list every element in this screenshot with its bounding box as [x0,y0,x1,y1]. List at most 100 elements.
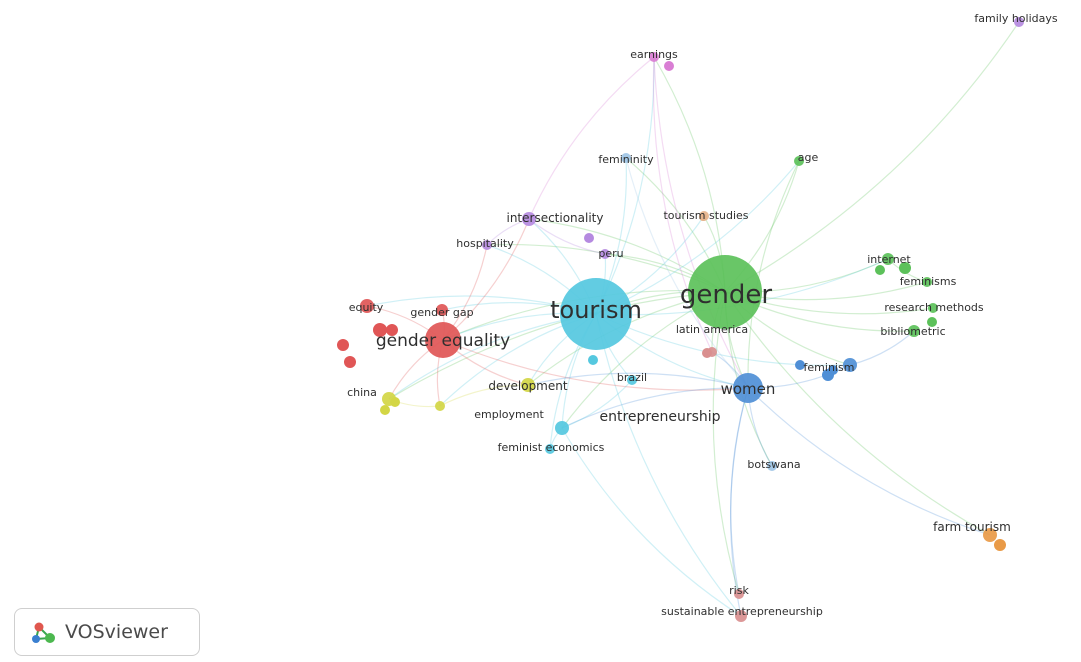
node-peru[interactable] [600,249,610,259]
node-botswana[interactable] [767,461,777,471]
link-earnings-women [653,56,749,389]
label-hospitality[interactable]: hospitality [456,237,514,250]
node-bibliometric[interactable] [908,325,920,337]
label-bibliometric[interactable]: bibliometric [880,325,945,338]
label-feminisms[interactable]: feminisms [900,275,957,288]
label-tourism[interactable]: tourism [550,296,642,324]
label-age[interactable]: age [798,151,819,164]
satellite-node-1[interactable] [337,339,349,351]
link-women-entrepreneurship [561,387,749,429]
link-women-risk [730,387,749,595]
satellite-node-11[interactable] [828,365,838,375]
node-earnings[interactable] [649,52,659,62]
node-tourism[interactable] [560,278,632,350]
label-tourism-studies[interactable]: tourism studies [663,209,748,222]
link-gender-farm_tourism [724,291,991,536]
link-development-employment [439,384,529,407]
link-earnings-intersectionality [528,56,655,220]
node-employment[interactable] [435,401,445,411]
link-femininity-women [625,157,749,389]
link-gender-risk [712,291,740,595]
node-gender-equality[interactable] [425,322,461,358]
node-latin-america[interactable] [707,347,717,357]
satellite-node-8[interactable] [927,317,937,327]
label-employment[interactable]: employment [474,408,544,421]
vosviewer-logo-text: VOSviewer [65,621,168,643]
vosviewer-logo: VOSviewer [14,608,200,656]
satellite-node-4[interactable] [380,405,390,415]
label-botswana[interactable]: botswana [747,458,800,471]
link-women-development [527,372,749,389]
node-china[interactable] [382,392,396,406]
label-family-holidays[interactable]: family holidays [974,12,1057,25]
link-women-sustainable_entrepreneurship [729,387,749,617]
node-family-holidays[interactable] [1014,17,1024,27]
link-intersectionality-peru [528,218,606,255]
link-women-farm_tourism [747,387,991,536]
label-latin-america[interactable]: latin america [676,323,748,336]
label-research-methods[interactable]: research methods [884,301,984,314]
labels-layer: botswana risk family holidays earnings femin… [347,12,1058,618]
label-gender[interactable]: gender [680,280,772,310]
node-development[interactable] [521,378,535,392]
label-entrepreneurship[interactable]: entrepreneurship [599,409,720,425]
links-layer [366,21,1020,617]
satellite-node-3[interactable] [386,324,398,336]
label-equity[interactable]: equity [349,301,384,314]
label-intersectionality[interactable]: intersectionality [506,211,603,225]
link-gender_equality-women [442,339,749,391]
node-sustainable-entrepreneurship[interactable] [735,610,747,622]
link-entrepreneurship-brazil [561,379,633,429]
label-china[interactable]: china [347,386,377,399]
label-risk[interactable]: risk [729,584,749,597]
node-gender-gap[interactable] [436,304,448,316]
node-age[interactable] [794,156,804,166]
node-gender[interactable] [688,255,762,329]
label-peru[interactable]: peru [598,247,623,260]
satellite-node-2[interactable] [344,356,356,368]
satellite-node-12[interactable] [994,539,1006,551]
label-development[interactable]: development [488,379,567,393]
label-femininity[interactable]: femininity [598,153,654,166]
node-brazil[interactable] [627,375,637,385]
label-farm-tourism[interactable]: farm tourism [933,520,1011,534]
link-tourism-sustainable_entrepreneurship [595,313,742,617]
node-internet[interactable] [882,253,894,265]
node-women[interactable] [733,373,763,403]
satellite-node-10[interactable] [795,360,805,370]
satellite-node-15[interactable] [588,355,598,365]
node-farm-tourism[interactable] [983,528,997,542]
node-entrepreneurship[interactable] [555,421,569,435]
link-gender-china [388,291,726,400]
label-earnings[interactable]: earnings [630,48,678,61]
satellite-node-14[interactable] [584,233,594,243]
label-internet[interactable]: internet [867,253,911,266]
link-age-women [747,160,800,389]
nodes-layer [337,17,1024,622]
node-feminisms[interactable] [922,277,932,287]
node-research-methods[interactable] [928,303,938,313]
node-feminist-economics[interactable] [545,444,555,454]
satellite-node-13[interactable] [664,61,674,71]
vosviewer-network-icon [32,622,55,643]
label-feminism[interactable]: feminism [804,361,855,374]
node-equity[interactable] [360,299,374,313]
label-sustainable-entrepreneurship[interactable]: sustainable entrepreneurship [661,605,823,618]
link-gender-family_holidays [724,21,1020,293]
node-tourism-studies[interactable] [699,211,709,221]
node-risk[interactable] [734,589,744,599]
node-hospitality[interactable] [482,240,492,250]
satellite-node-0[interactable] [373,323,387,337]
node-femininity[interactable] [621,153,631,163]
label-feminist-economics[interactable]: feminist economics [498,441,605,454]
satellite-node-7[interactable] [875,265,885,275]
label-gender-equality[interactable]: gender equality [376,331,510,351]
label-gender-gap[interactable]: gender gap [410,306,473,319]
satellite-node-6[interactable] [899,262,911,274]
label-women[interactable]: women [721,380,776,398]
node-intersectionality[interactable] [522,212,536,226]
node-feminism[interactable] [843,358,857,372]
label-brazil[interactable]: brazil [617,371,647,384]
